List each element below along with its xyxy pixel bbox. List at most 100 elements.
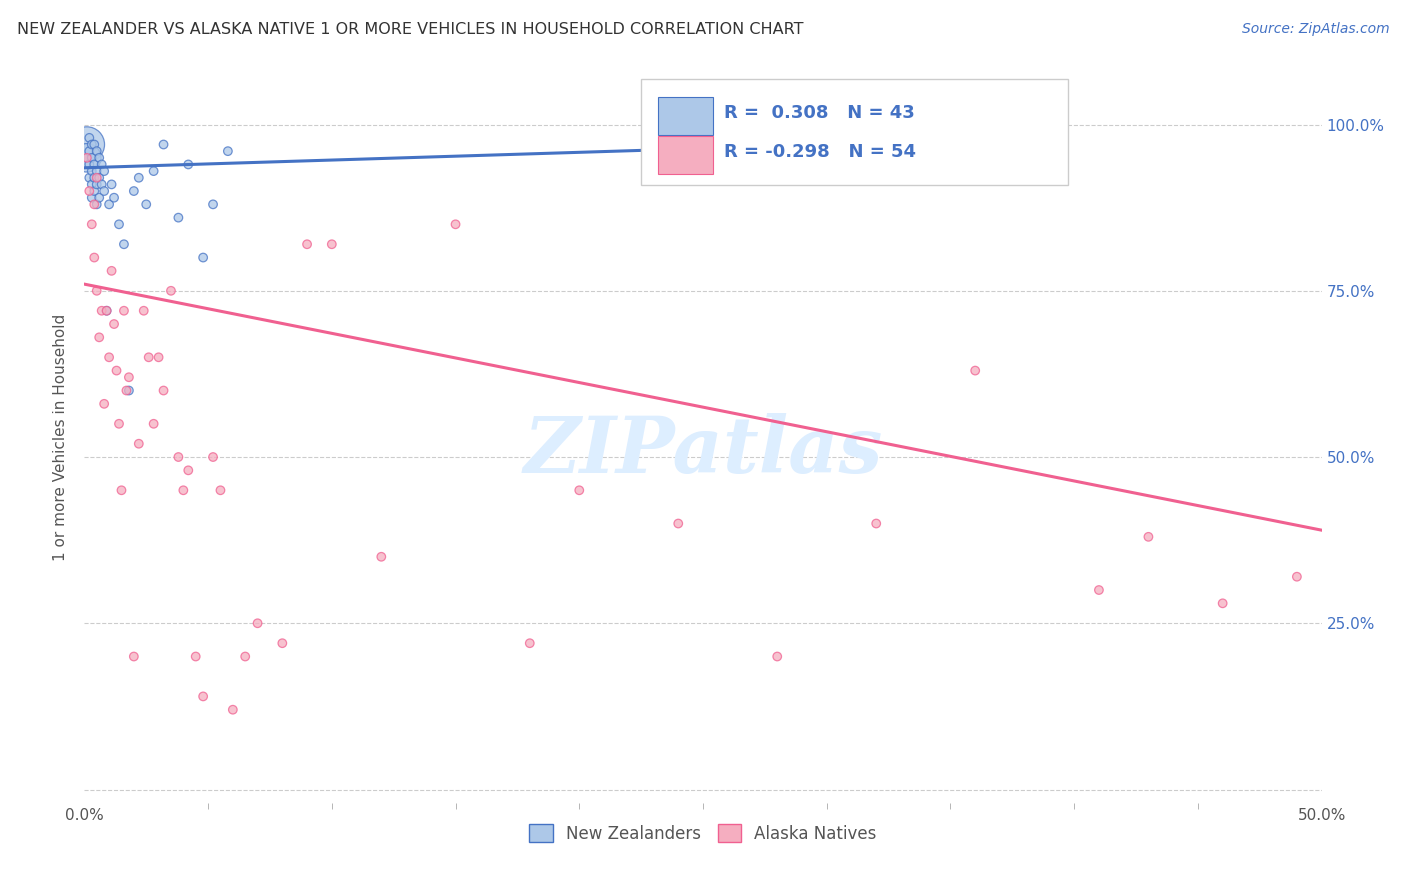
Point [110, 483, 132, 498]
Point [160, 284, 183, 298]
Point [1137, 530, 1160, 544]
Point [167, 450, 190, 464]
Point [135, 197, 157, 211]
Point [202, 197, 225, 211]
Point [90, 157, 112, 171]
Point [100, 264, 122, 278]
Point [90, 178, 112, 192]
Point [79, 131, 101, 145]
Point [83, 170, 105, 185]
Point [83, 197, 105, 211]
Point [96, 303, 118, 318]
Point [79, 184, 101, 198]
Point [108, 217, 131, 231]
Point [83, 251, 105, 265]
Point [89, 151, 111, 165]
Point [1212, 596, 1234, 610]
Text: ZIPatlas: ZIPatlas [523, 414, 883, 490]
Point [86, 164, 108, 178]
Point [167, 211, 190, 225]
Point [90, 303, 112, 318]
Point [370, 549, 392, 564]
Point [271, 636, 294, 650]
Point [86, 197, 108, 211]
Point [128, 436, 150, 450]
Point [1285, 570, 1308, 584]
Point [100, 178, 122, 192]
Point [86, 284, 108, 298]
Point [122, 649, 145, 664]
Point [1088, 582, 1111, 597]
Point [89, 330, 111, 344]
Text: R =  0.308   N = 43: R = 0.308 N = 43 [724, 104, 915, 122]
Point [86, 178, 108, 192]
Point [79, 157, 101, 171]
Point [865, 516, 887, 531]
Point [766, 649, 789, 664]
Point [79, 144, 101, 158]
Point [93, 164, 115, 178]
Point [98, 197, 121, 211]
Point [177, 463, 200, 477]
Point [86, 144, 108, 158]
Point [83, 137, 105, 152]
Point [246, 616, 269, 631]
Point [80, 137, 103, 152]
FancyBboxPatch shape [658, 136, 713, 174]
Point [79, 170, 101, 185]
Point [444, 217, 467, 231]
Point [118, 370, 141, 384]
Point [191, 251, 214, 265]
Point [321, 237, 343, 252]
Point [172, 483, 194, 498]
Point [80, 191, 103, 205]
Point [83, 157, 105, 171]
Point [152, 384, 174, 398]
Point [108, 417, 131, 431]
Point [295, 237, 318, 252]
Point [177, 157, 200, 171]
Point [76, 137, 98, 152]
Point [191, 690, 214, 704]
Point [103, 191, 125, 205]
Point [80, 151, 103, 165]
Point [666, 516, 689, 531]
Point [98, 351, 121, 365]
Point [115, 384, 138, 398]
Point [118, 384, 141, 398]
Point [184, 649, 207, 664]
Point [142, 164, 165, 178]
Point [202, 450, 225, 464]
Point [122, 184, 145, 198]
FancyBboxPatch shape [641, 78, 1069, 185]
Text: Source: ZipAtlas.com: Source: ZipAtlas.com [1241, 22, 1389, 37]
Point [89, 191, 111, 205]
Point [112, 237, 135, 252]
Point [128, 170, 150, 185]
Point [142, 417, 165, 431]
Point [233, 649, 256, 664]
Point [89, 170, 111, 185]
Point [76, 151, 98, 165]
Point [105, 363, 128, 377]
Text: NEW ZEALANDER VS ALASKA NATIVE 1 OR MORE VEHICLES IN HOUSEHOLD CORRELATION CHART: NEW ZEALANDER VS ALASKA NATIVE 1 OR MORE… [17, 22, 803, 37]
Point [209, 483, 232, 498]
Point [152, 137, 174, 152]
Point [1038, 118, 1060, 132]
Point [80, 178, 103, 192]
Point [519, 636, 541, 650]
Point [965, 363, 987, 377]
Legend: New Zealanders, Alaska Natives: New Zealanders, Alaska Natives [523, 818, 883, 849]
FancyBboxPatch shape [658, 96, 713, 136]
Point [217, 144, 239, 158]
Point [96, 303, 118, 318]
Y-axis label: 1 or more Vehicles in Household: 1 or more Vehicles in Household [53, 313, 69, 561]
Point [80, 217, 103, 231]
Text: R = -0.298   N = 54: R = -0.298 N = 54 [724, 143, 917, 161]
Point [76, 151, 98, 165]
Point [112, 303, 135, 318]
Point [93, 184, 115, 198]
Point [138, 351, 160, 365]
Point [222, 703, 245, 717]
Point [148, 351, 170, 365]
